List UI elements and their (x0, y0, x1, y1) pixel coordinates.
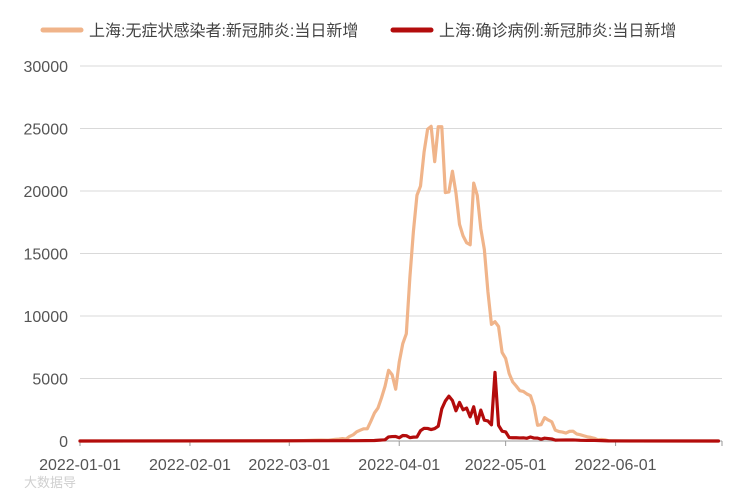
y-tick-label: 25000 (24, 122, 69, 139)
x-axis: 2022-01-01 2022-02-01 2022-03-01 2022-04-01… (39, 440, 723, 474)
y-tick-label: 20000 (24, 184, 69, 201)
y-tick-label: 10000 (24, 309, 69, 326)
legend-item-1: 上海:无症状感染者:新冠肺炎:当日新增 (40, 22, 358, 40)
y-tick-label: 5000 (32, 372, 68, 389)
x-tick-label: 2022-04-01 (358, 457, 440, 474)
series-line-1 (78, 124, 721, 443)
x-tick-label: 2022-06-01 (575, 457, 657, 474)
x-tick-label: 2022-02-01 (149, 457, 231, 474)
x-tick-label: 2022-03-01 (248, 457, 330, 474)
y-axis: 0 5000 10000 15000 20000 25000 30000 (24, 59, 69, 451)
legend-label: 上海:无症状感染者:新冠肺炎:当日新增 (89, 22, 358, 40)
watermark: 大数据导 (24, 475, 76, 490)
y-tick-label: 0 (59, 434, 68, 451)
watermark-text: 大数据导 (24, 475, 76, 490)
series-line-2 (78, 370, 721, 443)
legend-label: 上海:确诊病例:新冠肺炎:当日新增 (439, 22, 676, 40)
legend-item-2: 上海:确诊病例:新冠肺炎:当日新增 (390, 22, 676, 40)
gridlines (80, 65, 722, 379)
legend: 上海:无症状感染者:新冠肺炎:当日新增 上海:确诊病例:新冠肺炎:当日新增 (40, 22, 676, 40)
x-tick-label: 2022-01-01 (39, 457, 121, 474)
y-tick-label: 15000 (24, 247, 69, 264)
y-tick-label: 30000 (24, 59, 69, 76)
series-lines (78, 124, 721, 443)
x-tick-label: 2022-05-01 (465, 457, 547, 474)
